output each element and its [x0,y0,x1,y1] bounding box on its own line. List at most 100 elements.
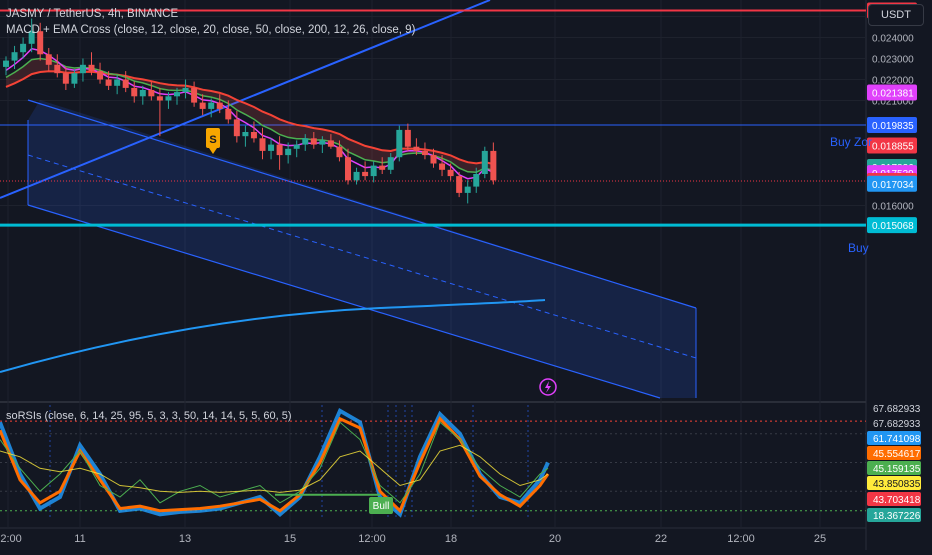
candle-body [3,60,9,67]
ema12-line [5,47,494,180]
candle-body [370,165,377,177]
osc-price-label: 43.850835 [867,476,921,490]
price-label-box [867,137,917,154]
price-label: 0.015068 [867,217,917,234]
time-tick-label: 12:00 [0,533,22,545]
price-tick-label: 0.024000 [872,34,914,45]
osc-price-label: 61.741098 [867,431,921,445]
candle-body [302,138,309,145]
ema200-line [0,299,546,373]
time-tick-label: 11 [74,533,85,545]
candle-body [97,71,104,80]
candle-body [379,165,386,170]
price-label-text: 0.015068 [872,221,914,232]
channel-upper-line [27,99,697,309]
osc-label-box [867,508,921,522]
time-tick-label: 22 [655,533,667,545]
price-tick-label: 0.016000 [872,202,914,213]
candle-body [11,52,18,61]
candle-body [20,43,27,53]
osc-label-text: 61.741098 [873,434,921,445]
osc-price-label: 18.367226 [867,508,921,522]
sell-signal: S [206,128,220,154]
candle-body [362,171,369,177]
candle-body [165,96,172,101]
candle-body [490,150,497,181]
osc-orange-line [0,416,550,514]
oscillator-title[interactable]: soRSIs (close, 6, 14, 25, 95, 5, 3, 3, 5… [6,410,292,422]
candle-body [327,140,334,147]
osc-label-text: 67.682933 [873,419,921,430]
candle-body [122,79,129,88]
price-label-box [867,175,917,192]
candle-body [310,138,317,145]
osc-label-text: 18.367226 [873,511,921,522]
candle-body [293,144,300,149]
candle-body [387,157,394,170]
osc-blue-line [0,407,550,518]
osc-label-box [867,461,921,475]
price-label-text: 0.019835 [872,121,914,132]
lightning-icon [545,381,551,393]
candle-body [88,64,95,72]
bull-signal: Bull [369,497,393,514]
buy-zone-label: Buy Zor [830,135,872,149]
candle-body [148,90,155,97]
osc-label-text: 43.703418 [873,495,921,506]
candle-body [404,129,411,147]
channel-lower-line [27,204,661,399]
price-label-text: 0.017034 [872,180,914,191]
candle-body [28,31,35,44]
symbol-title[interactable]: JASMY / TetherUS, 4h, BINANCE [6,8,179,20]
candle-body [413,146,420,151]
price-label: 0.021381 [867,84,917,101]
osc-label-box [867,492,921,506]
candle-body [199,102,206,109]
candle-body [430,155,437,164]
bull-signal-box [369,497,393,514]
candle-body [464,186,471,193]
candle-body [156,96,163,101]
osc-label-box [867,416,921,430]
candle-body [396,129,403,158]
rising-trendline [0,0,491,199]
candle-body [250,132,257,139]
candle-body [276,144,283,156]
currency-button[interactable]: USDT [868,4,924,26]
buy-label: Buy [848,241,869,255]
time-tick-label: 18 [445,533,457,545]
osc-price-label: 45.554617 [867,446,921,460]
candle-body [285,148,292,156]
osc-label-text: 67.682933 [873,404,921,415]
time-tick-label: 12:00 [358,533,386,545]
price-label-text: 0.021381 [872,88,914,99]
candle-body [45,54,52,65]
indicator-title[interactable]: MACD + EMA Cross (close, 12, close, 20, … [6,24,416,36]
channel-fill [28,100,696,398]
candle-body [259,138,266,151]
candle-body [208,102,215,109]
candle-body [71,73,78,84]
osc-price-label: 67.682933 [867,416,921,430]
alert-icon [539,378,557,396]
candle-body [114,79,121,86]
candle-body [268,144,275,151]
candle-body [456,176,463,193]
time-tick-label: 25 [814,533,826,545]
osc-label-text: 45.159135 [873,464,921,475]
candle-body [242,132,249,137]
candle-body [481,150,488,174]
candle-body [216,102,223,109]
sell-signal-text: S [209,134,216,146]
osc-price-label: 43.703418 [867,492,921,506]
candle-body [336,146,343,158]
osc-label-box [867,431,921,445]
osc-label-box [867,476,921,490]
candle-body [345,157,351,181]
candle-body [79,64,86,74]
candle-body [62,73,69,84]
candle-body [191,87,198,103]
ema50-line [5,70,494,165]
